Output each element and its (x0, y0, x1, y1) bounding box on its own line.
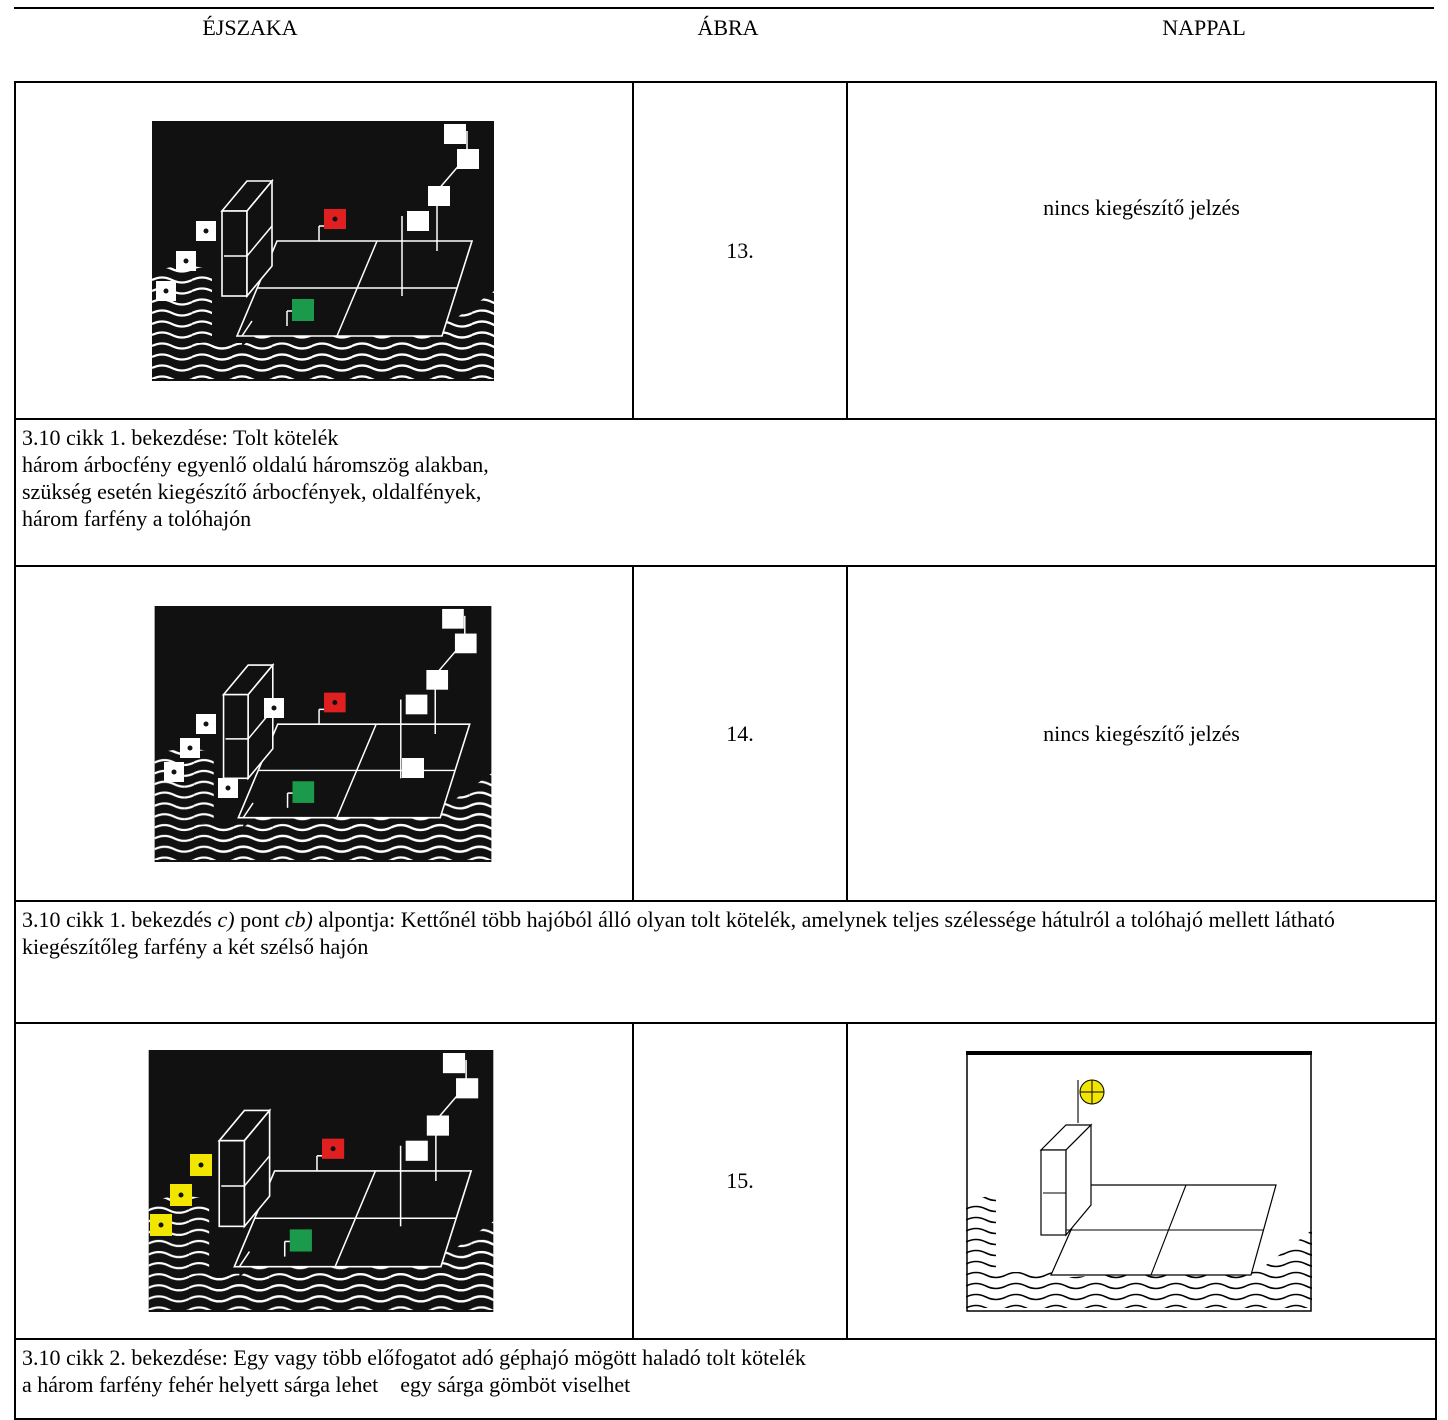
text-run: három farfény a tolóhajón (22, 506, 252, 531)
day-image-cell (846, 1022, 1437, 1340)
night-image-cell (14, 1022, 634, 1340)
description-line: a három farfény fehér helyett sárga lehe… (22, 1371, 1429, 1398)
figure-row: 13. nincs kiegészítő jelzés (14, 81, 1437, 420)
description-line: 3.10 cikk 1. bekezdés c) pont cb) alpont… (22, 906, 1429, 933)
night-figure (152, 606, 494, 862)
column-heading: NAPPAL (1162, 15, 1246, 40)
figure-row: 14. nincs kiegészítő jelzés (14, 565, 1437, 902)
description-line: három árbocfény egyenlő oldalú háromszög… (22, 451, 1429, 478)
text-run: cb) (284, 907, 313, 932)
text-run: kiegészítőleg farfény a két szélső hajón (22, 934, 369, 959)
night-image-cell (14, 565, 634, 902)
text-run: 3.10 cikk 1. bekezdése: Tolt kötelék (22, 425, 339, 450)
night-figure (152, 121, 494, 381)
figure-number: 15. (632, 1022, 848, 1340)
day-figure (966, 1051, 1312, 1312)
text-run: 3.10 cikk 2. bekezdése: Egy vagy több el… (22, 1345, 806, 1370)
figure-number: 13. (632, 81, 848, 420)
description-line: 3.10 cikk 2. bekezdése: Egy vagy több el… (22, 1344, 1429, 1371)
description: 3.10 cikk 1. bekezdése: Tolt kötelék hár… (14, 418, 1437, 567)
column-heading: ÉJSZAKA (202, 15, 298, 40)
description-line: három farfény a tolóhajón (22, 505, 1429, 532)
text-run: szükség esetén kiegészítő árbocfények, o… (22, 479, 482, 504)
column-heading: ÁBRA (697, 15, 759, 40)
figure-number: 14. (632, 565, 848, 902)
signal-table: 13. nincs kiegészítő jelzés 3.10 cikk 1.… (14, 81, 1437, 1420)
description: 3.10 cikk 1. bekezdés c) pont cb) alpont… (14, 900, 1437, 1024)
description: 3.10 cikk 2. bekezdése: Egy vagy több el… (14, 1338, 1437, 1420)
description-line: szükség esetén kiegészítő árbocfények, o… (22, 478, 1429, 505)
day-text: nincs kiegészítő jelzés (846, 81, 1437, 420)
text-run: 3.10 cikk 1. bekezdés (22, 907, 218, 932)
text-run: a három farfény fehér helyett sárga lehe… (22, 1372, 631, 1397)
description-line: kiegészítőleg farfény a két szélső hajón (22, 933, 1429, 960)
text-run: c) (217, 907, 235, 932)
header: ÉJSZAKA ÁBRA NAPPAL (14, 7, 1434, 49)
day-text: nincs kiegészítő jelzés (846, 565, 1437, 902)
night-image-cell (14, 81, 634, 420)
night-figure (148, 1050, 494, 1312)
text-run: alpontja: Kettőnél több hajóból álló oly… (312, 907, 1335, 932)
text-run: pont (234, 907, 285, 932)
description-line: 3.10 cikk 1. bekezdése: Tolt kötelék (22, 424, 1429, 451)
text-run: három árbocfény egyenlő oldalú háromszög… (22, 452, 489, 477)
figure-row: 15. (14, 1022, 1437, 1340)
